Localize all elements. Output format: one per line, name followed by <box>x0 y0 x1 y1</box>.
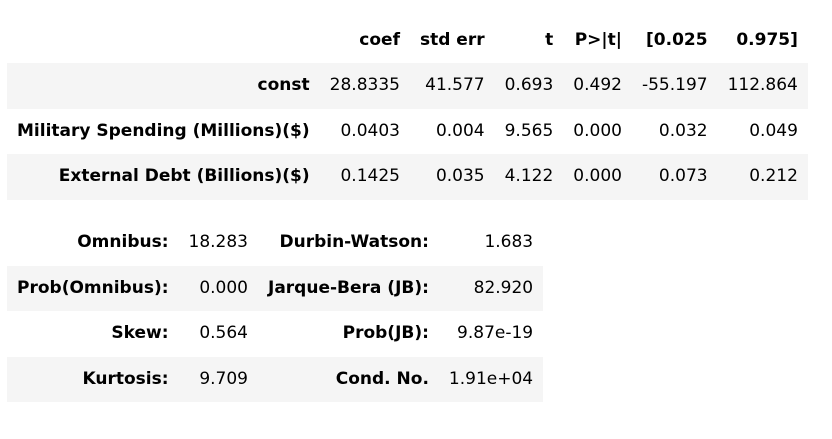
row-label: Military Spending (Millions)($) <box>17 120 310 141</box>
diagnostics-row-omnibus: Omnibus: 18.283 Durbin-Watson: 1.683 <box>7 220 544 266</box>
row-label: const <box>257 75 310 96</box>
diag-value: 9.709 <box>199 368 248 389</box>
diag-value: 0.000 <box>199 277 248 298</box>
std-err-value: 0.004 <box>435 120 485 141</box>
p-value: 0.000 <box>573 166 622 187</box>
header-ci-upper: 0.975] <box>736 30 798 50</box>
diagnostics-row-prob-omnibus: Prob(Omnibus): 0.000 Jarque-Bera (JB): 8… <box>7 265 544 311</box>
coef-value: 0.1425 <box>340 166 400 187</box>
coef-value: 0.0403 <box>340 120 400 141</box>
t-value: 9.565 <box>504 120 554 141</box>
ci-lower-value: 0.032 <box>658 120 708 141</box>
p-value: 0.000 <box>573 120 622 141</box>
diag-value: 18.283 <box>188 232 248 253</box>
header-p-value: P>|t| <box>574 30 622 50</box>
header-ci-lower: [0.025 <box>646 30 708 50</box>
diag-label: Prob(Omnibus): <box>17 277 169 298</box>
ci-upper-value: 0.212 <box>749 166 798 187</box>
header-blank <box>7 18 320 63</box>
diag-label: Cond. No. <box>335 368 429 389</box>
header-t: t <box>545 30 554 50</box>
header-coef: coef <box>359 30 400 50</box>
diag-value: 82.920 <box>473 277 534 298</box>
coefficient-table: coef std err t P>|t| [0.025 0.975] const… <box>7 18 808 200</box>
ci-upper-value: 112.864 <box>727 75 798 96</box>
diagnostics-row-kurtosis: Kurtosis: 9.709 Cond. No. 1.91e+04 <box>7 356 544 402</box>
diag-label: Jarque-Bera (JB): <box>268 277 429 298</box>
diag-value: 1.683 <box>484 232 534 253</box>
ci-lower-value: -55.197 <box>641 75 708 96</box>
diag-value: 1.91e+04 <box>448 368 534 389</box>
coef-value: 28.8335 <box>329 75 400 96</box>
diag-value: 9.87e-19 <box>457 323 534 344</box>
diagnostics-row-skew: Skew: 0.564 Prob(JB): 9.87e-19 <box>7 311 544 357</box>
diag-label: Omnibus: <box>77 232 169 253</box>
coefficient-row-military-spending: Military Spending (Millions)($) 0.0403 0… <box>7 108 808 154</box>
std-err-value: 41.577 <box>425 75 485 96</box>
t-value: 0.693 <box>504 75 554 96</box>
std-err-value: 0.035 <box>435 166 485 187</box>
p-value: 0.492 <box>573 75 622 96</box>
coefficient-row-const: const 28.8335 41.577 0.693 0.492 -55.197… <box>7 63 808 109</box>
diag-label: Prob(JB): <box>342 323 429 344</box>
row-label: External Debt (Billions)($) <box>58 166 310 187</box>
diag-label: Durbin-Watson: <box>279 232 429 253</box>
coefficient-row-external-debt: External Debt (Billions)($) 0.1425 0.035… <box>7 154 808 200</box>
ci-upper-value: 0.049 <box>749 120 798 141</box>
diag-label: Skew: <box>111 323 169 344</box>
diag-value: 0.564 <box>199 323 248 344</box>
diag-label: Kurtosis: <box>82 368 169 389</box>
coefficient-header-row: coef std err t P>|t| [0.025 0.975] <box>7 18 808 63</box>
t-value: 4.122 <box>504 166 554 187</box>
ci-lower-value: 0.073 <box>658 166 708 187</box>
diagnostics-table: Omnibus: 18.283 Durbin-Watson: 1.683 Pro… <box>7 220 544 402</box>
header-std-err: std err <box>419 30 485 50</box>
